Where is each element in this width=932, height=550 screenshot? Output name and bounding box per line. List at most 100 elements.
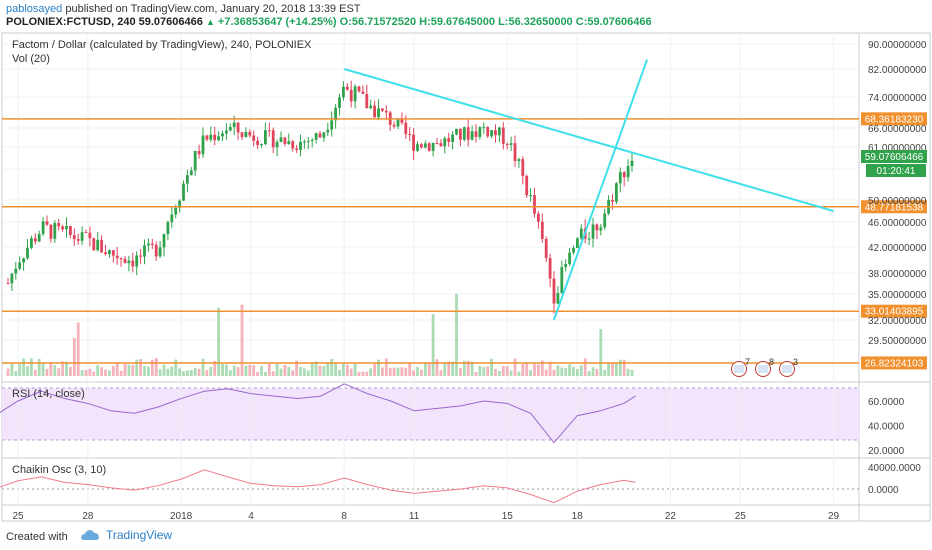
time-tick-label: 29 <box>828 511 840 522</box>
volume-bar <box>462 360 466 376</box>
candle-body <box>423 143 427 148</box>
candle-body <box>603 213 607 228</box>
volume-bar <box>45 368 49 376</box>
indicator-axis-ticks: 60.0000 40.0000 20.0000 40000.0000 0.0000 <box>868 397 921 496</box>
volume-bar <box>447 361 451 376</box>
candle-body <box>353 86 357 102</box>
volume-bar <box>189 370 193 376</box>
last-price: 59.07606466 <box>138 16 203 28</box>
candle-body <box>193 150 197 171</box>
tradingview-logo[interactable]: TradingView <box>80 528 172 542</box>
volume-bar <box>14 370 18 376</box>
candle-body <box>45 221 49 225</box>
candle-body <box>517 159 521 162</box>
candle-body <box>139 255 142 257</box>
level-price-tag <box>861 200 927 214</box>
candle-body <box>88 232 92 239</box>
candle-body <box>521 159 525 176</box>
volume-bar <box>96 365 100 376</box>
candle-body <box>509 143 513 145</box>
trend-lines[interactable] <box>343 59 834 321</box>
volume-bar <box>490 358 493 376</box>
volume-bar <box>108 370 111 376</box>
level-price-tag <box>861 304 927 318</box>
volume-bar <box>178 368 181 376</box>
volume-bar <box>80 370 84 376</box>
candle-body <box>560 267 564 294</box>
volume-bar <box>256 371 259 376</box>
badge-count: 3 <box>793 357 798 367</box>
candle-body <box>287 141 291 145</box>
level-price-tag <box>861 356 927 370</box>
author-link[interactable]: pablosayed <box>6 3 63 15</box>
candle-body <box>572 247 575 253</box>
volume-bar <box>119 370 123 376</box>
volume-bar <box>236 367 240 376</box>
volume-bar <box>427 363 431 376</box>
volume-bar <box>318 365 322 376</box>
candle-body <box>150 243 154 245</box>
volume-bar <box>365 371 369 376</box>
candle-body <box>170 214 174 223</box>
candle-body <box>630 160 634 167</box>
candle-body <box>76 239 80 241</box>
volume-bar <box>201 358 205 376</box>
volume-bar <box>115 363 119 376</box>
volume-bar <box>88 368 92 376</box>
chart-title: Factom / Dollar (calculated by TradingVi… <box>12 39 312 51</box>
volume-bar <box>135 359 139 376</box>
chart-canvas[interactable]: 68.36183230 48.77181538 33.01403895 26.8232… <box>0 30 932 522</box>
candle-body <box>295 148 298 151</box>
volume-bar <box>322 365 326 376</box>
candle-body <box>427 143 431 151</box>
candle-body <box>513 143 517 162</box>
candle-body <box>69 226 72 236</box>
price-tick-label: 38.00000000 <box>868 269 927 280</box>
candle-body <box>225 130 228 134</box>
candle-body <box>26 247 29 259</box>
candle-body <box>248 131 252 136</box>
volume-bar <box>65 361 68 376</box>
candle-body <box>131 260 135 267</box>
candle-body <box>84 232 88 234</box>
volume-bar <box>560 367 564 376</box>
candle-body <box>384 110 388 113</box>
volume-bar <box>431 314 435 376</box>
volume-bar <box>217 307 220 376</box>
volume-bar <box>591 367 595 376</box>
candle-body <box>498 127 501 136</box>
chaikin-tick-label: 40000.0000 <box>868 463 921 474</box>
candle-body <box>599 227 603 231</box>
candle-body <box>147 243 150 246</box>
volume-bar <box>22 358 25 376</box>
candle-body <box>330 120 334 130</box>
candle-body <box>615 183 618 202</box>
volume-bar <box>150 359 154 376</box>
volume-bar <box>564 368 568 376</box>
rsi-legend: RSI (14, close) <box>12 388 85 400</box>
badge-count: 7 <box>745 357 750 367</box>
volume-bar <box>579 365 583 376</box>
price-tick-label: 35.00000000 <box>868 290 927 301</box>
volume-bar <box>147 366 150 376</box>
horizontal-levels[interactable]: 68.36183230 48.77181538 33.01403895 26.8232… <box>2 112 927 370</box>
candle-body <box>439 143 443 147</box>
event-badges[interactable]: 7 8 3 <box>731 357 799 377</box>
volume-bar <box>459 368 462 376</box>
candle-body <box>115 255 119 259</box>
candle-body <box>182 183 185 201</box>
volume-bar <box>291 370 295 376</box>
candle-body <box>57 223 61 227</box>
candle-body <box>310 139 314 141</box>
volume-bar <box>287 367 291 376</box>
tradingview-brand: TradingView <box>106 528 173 542</box>
volume-bar <box>607 362 610 376</box>
candle-body <box>447 138 451 142</box>
price-tick-label: 46.00000000 <box>868 218 927 229</box>
candle-body <box>494 130 497 136</box>
price-tick-label: 74.00000000 <box>868 93 927 104</box>
volume-bar <box>264 371 267 376</box>
candle-body <box>529 195 532 197</box>
volume-bar <box>232 365 236 376</box>
volume-bar <box>209 367 213 376</box>
